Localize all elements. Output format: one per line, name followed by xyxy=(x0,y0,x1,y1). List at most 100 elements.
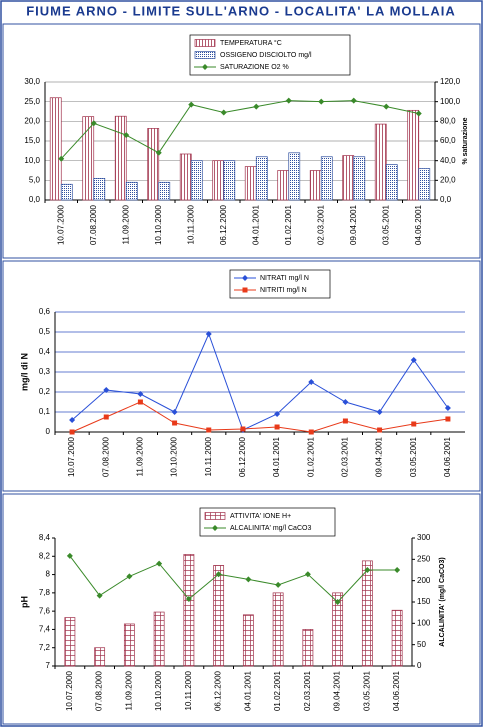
legend-label: OSSIGENO DISCIOLTO mg/l xyxy=(220,52,312,59)
y-tick-label: 7,8 xyxy=(39,588,51,597)
y-tick-label: 20,0 xyxy=(24,116,40,125)
x-tick-label: 06.12.2000 xyxy=(238,436,247,477)
bar xyxy=(385,164,398,201)
y-tick-label: 0,2 xyxy=(39,387,51,396)
y2-axis-label: ALCALINITA' (mg/l CaCO3) xyxy=(439,557,446,646)
x-tick-label: 04.06.2001 xyxy=(392,670,401,711)
legend-swatch xyxy=(194,51,216,59)
marker xyxy=(205,331,212,337)
marker xyxy=(206,427,212,433)
marker xyxy=(69,417,76,423)
marker xyxy=(274,424,280,430)
y-tick-label: 5,0 xyxy=(29,175,41,184)
x-tick-label: 04.06.2001 xyxy=(443,436,452,477)
x-tick-label: 11.09.2000 xyxy=(124,670,133,710)
y2-tick-label: 60,0 xyxy=(440,136,456,145)
y-axis-label: mg/l di N xyxy=(19,353,29,391)
bar xyxy=(212,160,225,201)
marker xyxy=(274,411,281,417)
bar xyxy=(320,156,333,201)
x-tick-label: 03.05.2001 xyxy=(362,670,371,711)
y2-tick-label: 0,0 xyxy=(440,195,452,204)
x-tick-label: 10.10.2000 xyxy=(154,204,163,245)
y-tick-label: 7,4 xyxy=(39,625,51,634)
marker xyxy=(377,427,383,433)
bar xyxy=(353,156,366,201)
marker xyxy=(334,599,341,605)
bar xyxy=(391,609,403,667)
marker xyxy=(304,571,311,578)
legend-label: ALCALINITA' mg/l CaCO3 xyxy=(230,525,311,532)
marker xyxy=(342,399,349,405)
panel xyxy=(2,23,481,259)
y2-axis-label: % saturazione xyxy=(462,117,469,164)
x-tick-label: 09.04.2001 xyxy=(349,204,358,245)
marker xyxy=(415,110,422,117)
marker xyxy=(103,414,109,420)
y-tick-label: 0,1 xyxy=(39,407,51,416)
legend-label: NITRATI mg/l N xyxy=(260,275,309,282)
y-axis-label: pH xyxy=(19,596,29,608)
bar xyxy=(309,170,322,201)
marker xyxy=(103,387,110,393)
bar xyxy=(114,115,127,201)
bar xyxy=(277,170,290,201)
bar xyxy=(82,116,95,201)
marker xyxy=(411,421,417,427)
y2-tick-label: 120,0 xyxy=(440,77,461,86)
marker xyxy=(318,98,325,105)
x-tick-label: 04.06.2001 xyxy=(414,204,423,245)
line xyxy=(60,100,419,160)
marker xyxy=(171,409,178,415)
bar xyxy=(93,178,106,201)
y-tick-label: 7,2 xyxy=(39,643,51,652)
y2-tick-label: 20,0 xyxy=(440,175,456,184)
bar xyxy=(49,97,62,201)
marker xyxy=(410,357,417,363)
marker xyxy=(285,97,292,104)
marker xyxy=(275,581,282,588)
x-tick-label: 10.07.2000 xyxy=(67,436,76,477)
marker xyxy=(215,571,222,578)
legend-swatch xyxy=(194,39,216,47)
bar xyxy=(123,623,135,667)
bar xyxy=(342,155,355,201)
legend-label: ATTIVITA' IONE H+ xyxy=(230,513,291,520)
marker xyxy=(188,101,195,108)
bar xyxy=(183,554,195,667)
y-tick-label: 0,5 xyxy=(39,327,51,336)
marker xyxy=(172,420,178,426)
marker xyxy=(240,426,246,432)
x-tick-label: 09.04.2001 xyxy=(375,436,384,477)
bar xyxy=(125,181,138,201)
legend xyxy=(189,34,351,76)
bar xyxy=(418,168,431,201)
marker xyxy=(394,567,401,573)
line xyxy=(69,555,398,603)
y-tick-label: 0,0 xyxy=(29,195,41,204)
y-tick-label: 0,3 xyxy=(39,367,51,376)
y-tick-label: 8,4 xyxy=(39,533,51,542)
x-tick-label: 11.09.2000 xyxy=(121,204,130,244)
bar xyxy=(288,152,301,201)
bar xyxy=(60,183,73,201)
bar xyxy=(190,160,203,201)
y-tick-label: 15,0 xyxy=(24,136,40,145)
marker xyxy=(155,149,162,156)
bar xyxy=(255,156,268,201)
panel xyxy=(2,493,481,725)
y-tick-label: 8,2 xyxy=(39,551,51,560)
bar xyxy=(147,128,160,201)
marker xyxy=(376,409,383,415)
y-tick-label: 0 xyxy=(46,427,51,436)
marker xyxy=(445,416,451,422)
bar xyxy=(374,123,387,201)
y2-tick-label: 80,0 xyxy=(440,116,456,125)
marker xyxy=(66,552,73,559)
marker xyxy=(350,97,357,104)
marker xyxy=(444,405,451,411)
y2-tick-label: 40,0 xyxy=(440,156,456,165)
x-tick-label: 09.04.2001 xyxy=(333,670,342,711)
line xyxy=(71,401,448,433)
x-tick-label: 01.02.2001 xyxy=(284,204,293,245)
